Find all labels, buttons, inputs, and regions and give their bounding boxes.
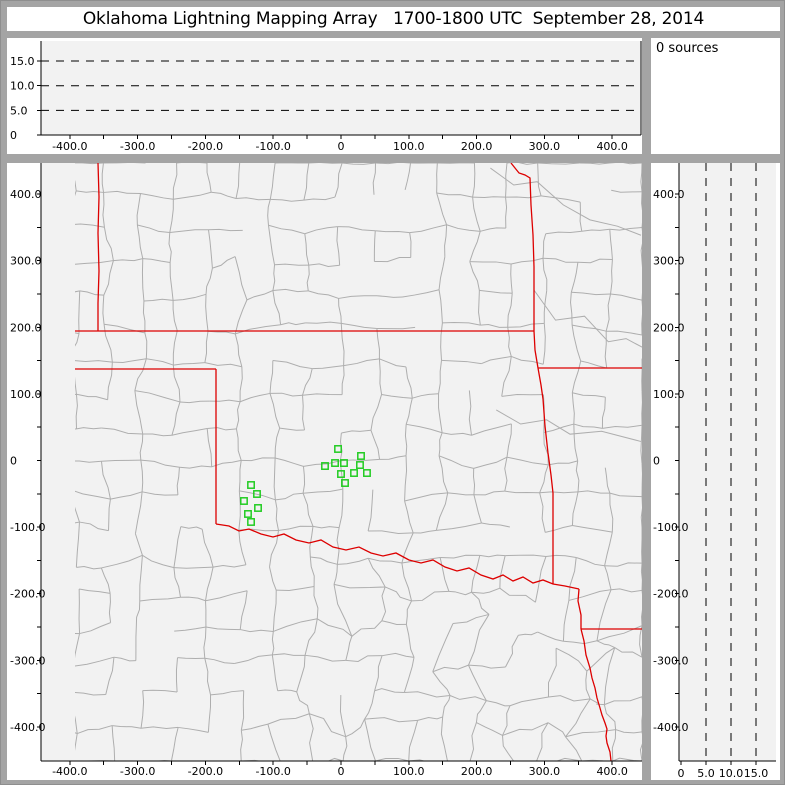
tick-label: 200.0 — [461, 140, 493, 153]
tick-label: -100.0 — [653, 521, 688, 534]
tick-label: -300.0 — [120, 765, 155, 778]
lma-station-marker — [247, 481, 255, 489]
tick-label: -300.0 — [120, 140, 155, 153]
tick-label: 0 — [338, 765, 345, 778]
lma-station-marker — [340, 459, 348, 467]
county-lines — [75, 163, 642, 761]
tick-label: 100.0 — [393, 765, 425, 778]
tick-label: 300.0 — [529, 140, 561, 153]
tick-label: -300.0 — [10, 654, 45, 667]
tick-label: 200.0 — [653, 321, 685, 334]
tick-label: 200.0 — [461, 765, 493, 778]
tick-label: 100.0 — [10, 388, 42, 401]
tick-label: -200.0 — [188, 140, 223, 153]
lma-station-marker — [254, 504, 262, 512]
tick-label: 400.0 — [596, 140, 628, 153]
river-line — [490, 167, 642, 236]
altitude-ns-panel: 400.0 300.0 200.0 100.0 0 -100.0 -200.0 -300.0 -… — [651, 163, 780, 780]
tick-label: 100.0 — [393, 140, 425, 153]
lma-station-marker — [321, 462, 329, 470]
tick-label: 5.0 — [697, 767, 715, 780]
tick-label: 400.0 — [596, 765, 628, 778]
lma-station-marker — [350, 469, 358, 477]
tick-label: 200.0 — [10, 321, 42, 334]
tick-label: 100.0 — [653, 388, 685, 401]
altitude-ew-panel: 0 5.0 10.0 15.0 -400.0 -300.0 -200.0 -100.0 0 100… — [7, 38, 642, 154]
tick-label: 0 — [653, 455, 660, 468]
lma-station-marker — [247, 518, 255, 526]
lma-station-marker — [240, 497, 248, 505]
tick-label: -200.0 — [653, 588, 688, 601]
lma-station-marker — [331, 459, 339, 467]
state-border-lines — [75, 163, 642, 761]
page-title: Oklahoma Lightning Mapping Array 1700-18… — [82, 9, 705, 29]
sources-count-panel: 0 sources — [651, 38, 780, 154]
title-bar: Oklahoma Lightning Mapping Array 1700-18… — [7, 7, 780, 31]
tick-label: -400.0 — [10, 721, 45, 734]
plan-view-map-plot[interactable]: 400.0 300.0 200.0 100.0 0 -100.0 -200.0 -300.0 -… — [7, 163, 642, 780]
tick-label: -300.0 — [653, 654, 688, 667]
tick-label: 400.0 — [10, 188, 42, 201]
river-line — [495, 409, 642, 443]
tick-label: 10.0 — [719, 767, 744, 780]
lma-station-marker — [337, 470, 345, 478]
tick-label: -200.0 — [188, 765, 223, 778]
lma-station-marker — [363, 469, 371, 477]
sources-count-label: 0 sources — [656, 41, 719, 56]
altitude-ew-plot[interactable]: 0 5.0 10.0 15.0 -400.0 -300.0 -200.0 -100.0 0 100… — [7, 38, 642, 154]
tick-label: -100.0 — [10, 521, 45, 534]
tick-label: 300.0 — [10, 255, 42, 268]
altitude-ns-plot[interactable]: 400.0 300.0 200.0 100.0 0 -100.0 -200.0 -300.0 -… — [651, 163, 780, 780]
tick-label: 15.0 — [744, 767, 769, 780]
tick-label: -400.0 — [653, 721, 688, 734]
lma-station-marker — [244, 510, 252, 518]
tick-label: 0 — [678, 767, 685, 780]
tick-label: 5.0 — [10, 104, 28, 117]
plan-view-map-panel: 400.0 300.0 200.0 100.0 0 -100.0 -200.0 -300.0 -… — [7, 163, 642, 780]
lma-station-marker — [253, 490, 261, 498]
tick-label: -200.0 — [10, 588, 45, 601]
lma-station-marker — [357, 452, 365, 460]
tick-label: 300.0 — [653, 255, 685, 268]
tick-label: 400.0 — [653, 188, 685, 201]
tick-label: -400.0 — [52, 765, 87, 778]
tick-label: -100.0 — [255, 765, 290, 778]
lma-station-marker — [334, 445, 342, 453]
lma-station-marker — [341, 479, 349, 487]
tick-label: 300.0 — [529, 765, 561, 778]
tick-label: 15.0 — [10, 55, 35, 68]
river-line — [533, 289, 642, 348]
lma-station-marker — [356, 461, 364, 469]
tick-label: 0 — [10, 455, 17, 468]
tick-label: 10.0 — [10, 80, 35, 93]
tick-label: -400.0 — [52, 140, 87, 153]
tick-label: 0 — [338, 140, 345, 153]
tick-label: 0 — [10, 129, 17, 142]
tick-label: -100.0 — [255, 140, 290, 153]
